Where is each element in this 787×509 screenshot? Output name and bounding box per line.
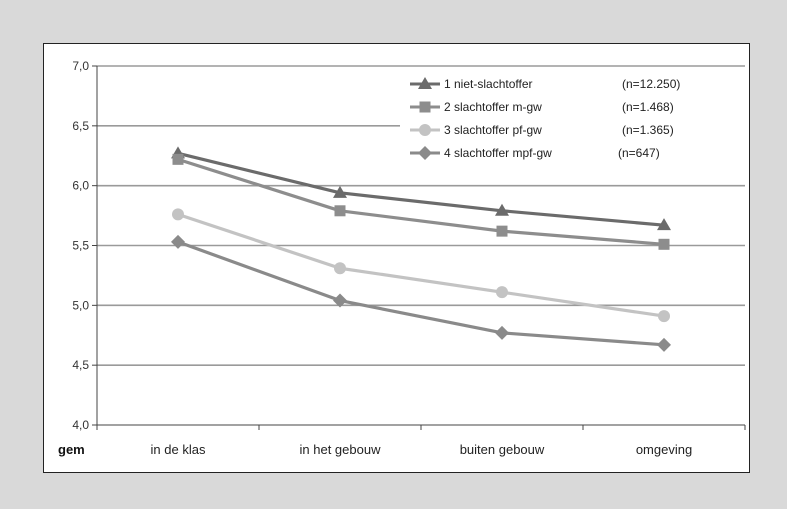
y-tick-label: 6,5 <box>72 119 89 133</box>
x-tick-label: in het gebouw <box>300 442 382 457</box>
legend-swatch-marker <box>418 146 432 160</box>
legend-label: 4 slachtoffer mpf-gw <box>444 146 552 160</box>
data-point <box>172 208 184 221</box>
data-point <box>496 225 508 237</box>
y-tick-label: 6,0 <box>72 179 89 193</box>
data-point <box>495 325 509 340</box>
data-point <box>658 238 670 250</box>
series-2 <box>172 153 670 250</box>
x-axis-categories: in de klas in het gebouw buiten gebouw omge… <box>151 442 693 457</box>
data-point <box>333 185 347 198</box>
legend-label: 3 slachtoffer pf-gw <box>444 123 542 137</box>
series-lines <box>171 146 671 352</box>
y-axis-ticks: 4,0 4,5 5,0 5,5 6,0 6,5 7,0 <box>72 59 89 432</box>
series-4 <box>171 234 671 352</box>
series-3 <box>172 208 670 323</box>
series-line <box>177 240 665 347</box>
legend-n: (n=1.365) <box>622 123 674 137</box>
series-line <box>177 151 665 227</box>
y-tick-label: 5,0 <box>72 298 89 312</box>
y-tick-label: 4,5 <box>72 358 89 372</box>
legend: 1 niet-slachtoffer (n=12.250) 2 slachtoffe… <box>410 77 680 160</box>
legend-label: 1 niet-slachtoffer <box>444 77 533 91</box>
legend-n: (n=12.250) <box>622 77 680 91</box>
legend-n: (n=1.468) <box>622 100 674 114</box>
legend-background <box>400 71 745 167</box>
legend-n: (n=647) <box>618 146 660 160</box>
data-point <box>334 205 346 217</box>
series-line <box>177 157 665 246</box>
data-point <box>334 262 346 275</box>
data-point <box>657 337 671 352</box>
legend-item-4: 4 slachtoffer mpf-gw (n=647) <box>410 146 660 160</box>
series-line <box>177 212 665 318</box>
x-tick-label: in de klas <box>151 442 206 457</box>
data-point <box>171 234 185 249</box>
data-point <box>496 286 508 299</box>
x-tick-label: omgeving <box>636 442 692 457</box>
y-tick-label: 5,5 <box>72 239 89 253</box>
legend-label: 2 slachtoffer m-gw <box>444 100 542 114</box>
data-point <box>333 293 347 308</box>
legend-item-3: 3 slachtoffer pf-gw (n=1.365) <box>410 123 674 137</box>
legend-swatch-marker <box>419 101 431 113</box>
legend-item-2: 2 slachtoffer m-gw (n=1.468) <box>410 100 674 114</box>
legend-swatch-marker <box>418 77 432 89</box>
data-point <box>172 153 184 165</box>
x-axis-label: gem <box>58 442 85 457</box>
y-tick-label: 7,0 <box>72 59 89 73</box>
data-point <box>657 218 671 231</box>
legend-item-1: 1 niet-slachtoffer (n=12.250) <box>410 77 680 91</box>
data-point <box>495 203 509 216</box>
legend-swatch-marker <box>419 124 431 136</box>
x-tick-label: buiten gebouw <box>460 442 545 457</box>
axes <box>92 65 746 430</box>
data-point <box>658 310 670 323</box>
y-tick-label: 4,0 <box>72 418 89 432</box>
